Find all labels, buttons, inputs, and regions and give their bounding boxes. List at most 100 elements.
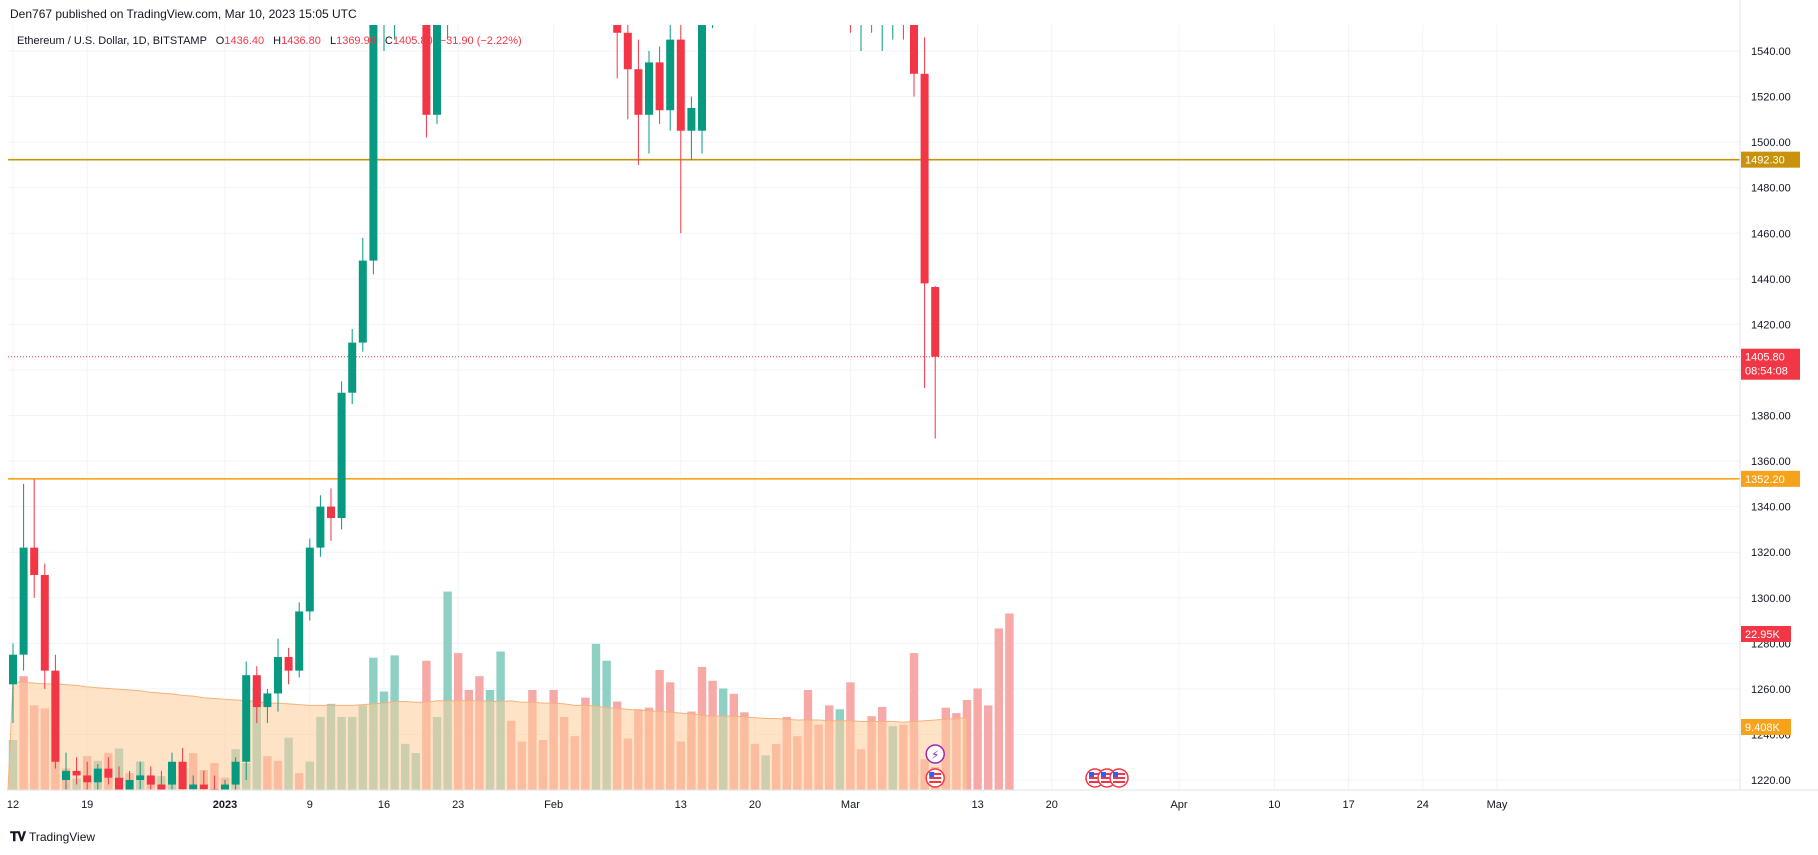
legend-close-label: C (384, 35, 393, 47)
candle-body (348, 342, 357, 393)
candle-body (242, 675, 251, 762)
candle-body (316, 506, 325, 548)
legend-high: 1436.80 (281, 35, 321, 47)
x-tick-label: May (1487, 799, 1508, 811)
y-tick-label: 1300.00 (1751, 593, 1791, 605)
legend-open: 1436.40 (224, 35, 265, 47)
x-tick-label: 13 (675, 799, 687, 811)
volume-bar (973, 688, 982, 790)
support-tag-label: 1352.20 (1745, 474, 1785, 486)
flag-stripe-icon (1101, 777, 1113, 779)
candle-body (655, 62, 664, 111)
x-tick-label: 13 (971, 799, 983, 811)
candle-body (146, 775, 155, 785)
y-tick-label: 1340.00 (1751, 502, 1791, 514)
flag-stripe-icon (1089, 777, 1101, 779)
candle-body (613, 25, 622, 33)
candle-body (666, 39, 675, 111)
flag-stripe-icon (1089, 781, 1101, 783)
candle-body (104, 768, 113, 778)
candle-body (910, 25, 918, 74)
candle-body (857, 0, 865, 5)
x-tick-label: 23 (452, 799, 464, 811)
x-tick-label: 9 (307, 799, 313, 811)
flag-canton-icon (1113, 772, 1118, 777)
candle-body (634, 69, 643, 115)
legend-close: 1405.80 (392, 35, 433, 47)
x-tick-label: 16 (378, 799, 390, 811)
candle-body (687, 107, 696, 131)
legend-open-label: O (215, 35, 225, 47)
y-tick-label: 1540.00 (1751, 46, 1791, 58)
candle-body (157, 784, 166, 790)
x-tick-label: 12 (7, 799, 19, 811)
countdown-label: 08:54:08 (1745, 366, 1788, 378)
candle-body (846, 0, 854, 17)
tradingview-brand[interactable]: 𝐓𝐕 TradingView (10, 829, 95, 845)
x-tick-label: Apr (1170, 799, 1187, 811)
x-tick-label: Feb (544, 799, 563, 811)
candle-body (9, 654, 17, 685)
event-icons: ⚡ (925, 744, 1129, 788)
flag-stripe-icon (1113, 773, 1125, 775)
candle-body (327, 506, 335, 519)
volume-bar (1005, 613, 1014, 790)
tradingview-logo-icon: 𝐓𝐕 (10, 829, 26, 844)
candle-body (433, 25, 441, 115)
y-tick-label: 1380.00 (1751, 411, 1791, 423)
flag-stripe-icon (1113, 781, 1125, 783)
legend-low-label: L (329, 35, 337, 47)
candle-body (868, 0, 876, 10)
legend-symbol: Ethereum / U.S. Dollar, 1D, BITSTAMP (17, 35, 207, 47)
volume-bar (984, 705, 993, 790)
candle-body (358, 260, 367, 343)
candle-body (698, 25, 706, 131)
candle-body (263, 693, 272, 708)
legend-low: 1369.90 (336, 35, 376, 47)
candle-body (93, 768, 102, 783)
volume-bar (994, 628, 1003, 790)
candle-body (380, 0, 388, 17)
candle-body (83, 775, 92, 783)
candle-body (115, 777, 123, 790)
lightning-glyph-icon: ⚡ (931, 748, 939, 762)
candle-body (295, 611, 304, 671)
candle-body (337, 392, 346, 519)
last-price-tag (1741, 348, 1800, 380)
y-tick-label: 1420.00 (1751, 319, 1791, 331)
support-tag (1741, 470, 1800, 487)
candle-body (178, 761, 187, 790)
y-tick-label: 1440.00 (1751, 274, 1791, 286)
brand-text: TradingView (29, 830, 96, 844)
candle-body (676, 39, 685, 131)
y-tick-label: 1460.00 (1751, 228, 1791, 240)
y-tick-label: 1500.00 (1751, 137, 1791, 149)
flag-stripe-icon (1101, 781, 1113, 783)
flag-stripe-icon (929, 781, 942, 783)
y-tick-label: 1260.00 (1751, 684, 1791, 696)
y-tick-label: 1320.00 (1751, 547, 1791, 559)
resistance-tag-label: 1492.30 (1745, 155, 1785, 167)
last-price-label: 1405.80 (1745, 352, 1785, 364)
candle-body (274, 656, 282, 694)
x-tick-label: Mar (841, 799, 860, 811)
legend-high-label: H (273, 35, 282, 47)
flag-stripe-icon (929, 773, 942, 775)
candle-body (444, 0, 452, 17)
candle-body (168, 761, 176, 785)
flag-stripe-icon (929, 777, 942, 779)
candle-body (369, 25, 378, 261)
candle-body (284, 656, 293, 671)
volume-bar (443, 591, 452, 790)
candle-body (231, 761, 240, 785)
candle-body (72, 770, 81, 776)
candlesticks (9, 0, 940, 790)
y-tick-label: 1220.00 (1751, 775, 1791, 787)
price-tags: 1492.30 1352.20 1405.80 08:54:08 22.95K 9.408… (1741, 151, 1800, 735)
flag-canton-icon (929, 772, 935, 777)
x-tick-label: 24 (1417, 799, 1429, 811)
candle-body (878, 5, 886, 10)
candle-body (645, 62, 653, 115)
lightning-event-icon (925, 744, 945, 764)
